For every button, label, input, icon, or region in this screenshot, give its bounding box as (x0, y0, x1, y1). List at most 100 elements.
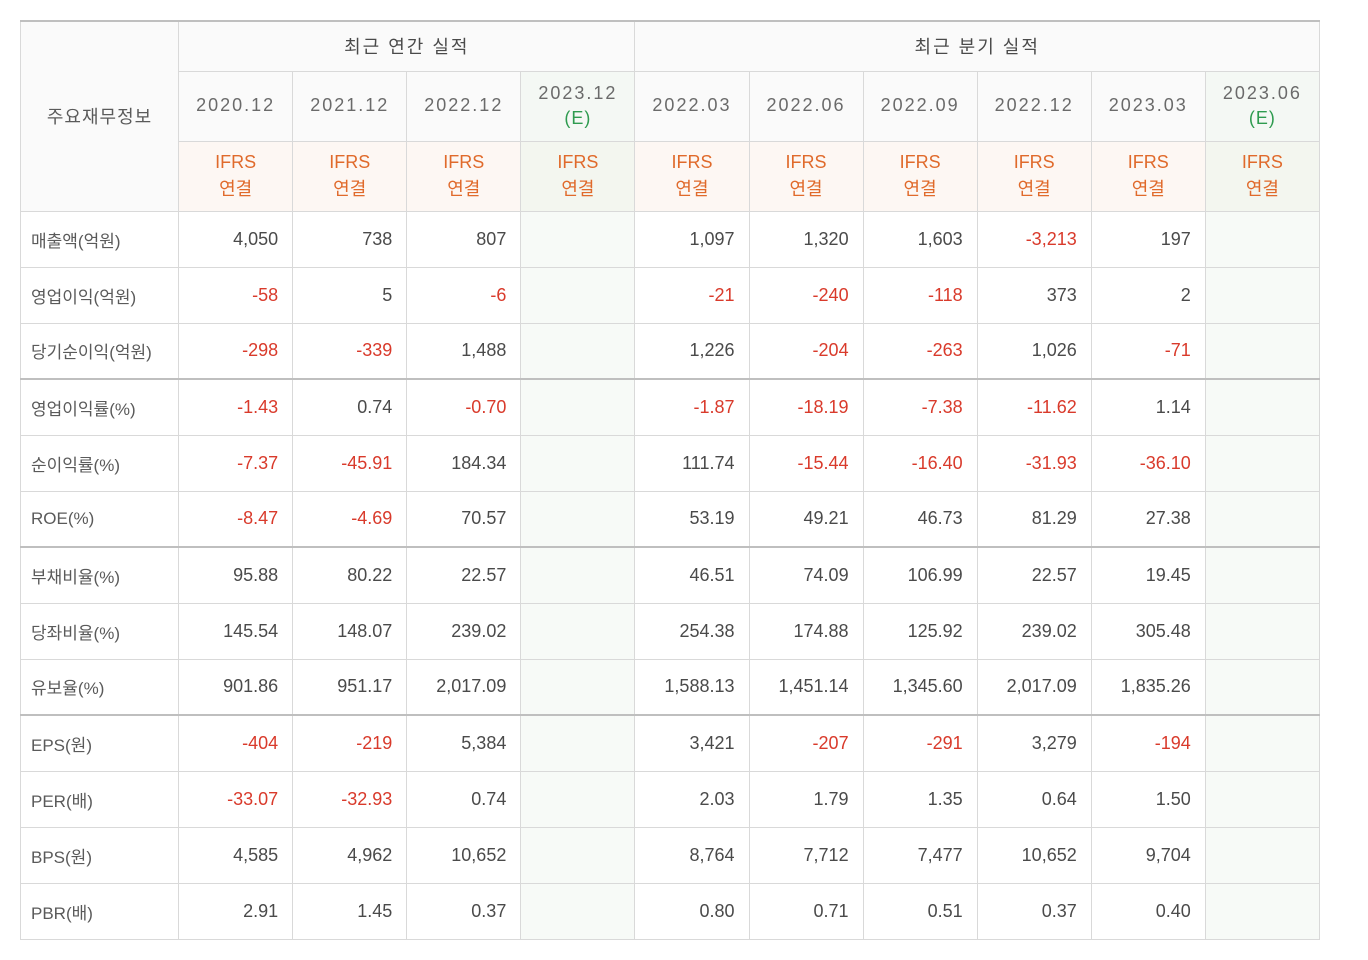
standard-header: IFRS연결 (293, 141, 407, 211)
cell-value: 46.51 (635, 547, 749, 603)
cell-value (1205, 883, 1319, 939)
table-row: 순이익률(%)-7.37-45.91184.34111.74-15.44-16.… (21, 435, 1320, 491)
cell-value: 1,226 (635, 323, 749, 379)
cell-value: 197 (1091, 211, 1205, 267)
standard-header: IFRS연결 (179, 141, 293, 211)
cell-value: -204 (749, 323, 863, 379)
cell-value (521, 715, 635, 771)
cell-value: 4,585 (179, 827, 293, 883)
cell-value: -58 (179, 267, 293, 323)
period-header: 2020.12 (179, 71, 293, 141)
cell-value: 0.51 (863, 883, 977, 939)
cell-value (521, 771, 635, 827)
cell-value: 1,835.26 (1091, 659, 1205, 715)
cell-value: 80.22 (293, 547, 407, 603)
period-header: 2023.03 (1091, 71, 1205, 141)
cell-value (1205, 211, 1319, 267)
cell-value: 4,962 (293, 827, 407, 883)
cell-value: 0.37 (407, 883, 521, 939)
cell-value: 1,488 (407, 323, 521, 379)
cell-value (521, 547, 635, 603)
cell-value: -118 (863, 267, 977, 323)
row-label: 영업이익률(%) (21, 379, 179, 435)
cell-value (1205, 603, 1319, 659)
row-label: EPS(원) (21, 715, 179, 771)
cell-value: 0.40 (1091, 883, 1205, 939)
cell-value: 2.03 (635, 771, 749, 827)
cell-value: 738 (293, 211, 407, 267)
cell-value: -3,213 (977, 211, 1091, 267)
cell-value: 305.48 (1091, 603, 1205, 659)
period-header: 2023.12(E) (521, 71, 635, 141)
standard-header: IFRS연결 (635, 141, 749, 211)
row-label: PBR(배) (21, 883, 179, 939)
cell-value (1205, 435, 1319, 491)
corner-header: 주요재무정보 (21, 21, 179, 211)
cell-value: -31.93 (977, 435, 1091, 491)
standard-header: IFRS연결 (521, 141, 635, 211)
cell-value: 5,384 (407, 715, 521, 771)
cell-value: 239.02 (407, 603, 521, 659)
cell-value: 1,588.13 (635, 659, 749, 715)
cell-value: -7.37 (179, 435, 293, 491)
cell-value: 19.45 (1091, 547, 1205, 603)
cell-value: 0.74 (407, 771, 521, 827)
cell-value: 807 (407, 211, 521, 267)
cell-value (521, 211, 635, 267)
cell-value: 0.37 (977, 883, 1091, 939)
cell-value (1205, 267, 1319, 323)
cell-value (521, 267, 635, 323)
estimate-marker: (E) (522, 106, 633, 131)
cell-value: 1.79 (749, 771, 863, 827)
row-label: 순이익률(%) (21, 435, 179, 491)
cell-value: 0.80 (635, 883, 749, 939)
cell-value: -291 (863, 715, 977, 771)
cell-value: 22.57 (977, 547, 1091, 603)
cell-value: 4,050 (179, 211, 293, 267)
cell-value: -15.44 (749, 435, 863, 491)
cell-value: 81.29 (977, 491, 1091, 547)
cell-value (521, 323, 635, 379)
cell-value: 2,017.09 (407, 659, 521, 715)
table-body: 매출액(억원)4,0507388071,0971,3201,603-3,2131… (21, 211, 1320, 939)
cell-value: 5 (293, 267, 407, 323)
cell-value (521, 827, 635, 883)
cell-value: 3,421 (635, 715, 749, 771)
period-header: 2022.09 (863, 71, 977, 141)
cell-value: 46.73 (863, 491, 977, 547)
cell-value: 1.45 (293, 883, 407, 939)
cell-value: 10,652 (977, 827, 1091, 883)
cell-value: -21 (635, 267, 749, 323)
cell-value: 1,320 (749, 211, 863, 267)
cell-value (521, 435, 635, 491)
cell-value: 148.07 (293, 603, 407, 659)
cell-value: 106.99 (863, 547, 977, 603)
period-header: 2022.06 (749, 71, 863, 141)
cell-value (521, 491, 635, 547)
cell-value: 1,451.14 (749, 659, 863, 715)
cell-value: -16.40 (863, 435, 977, 491)
cell-value: -11.62 (977, 379, 1091, 435)
row-label: 당기순이익(억원) (21, 323, 179, 379)
table-row: EPS(원)-404-2195,3843,421-207-2913,279-19… (21, 715, 1320, 771)
cell-value: 1,026 (977, 323, 1091, 379)
standard-header-row: IFRS연결IFRS연결IFRS연결IFRS연결IFRS연결IFRS연결IFRS… (21, 141, 1320, 211)
group-header: 최근 연간 실적 (179, 21, 635, 71)
cell-value: 74.09 (749, 547, 863, 603)
row-label: 유보율(%) (21, 659, 179, 715)
cell-value: 22.57 (407, 547, 521, 603)
cell-value: 184.34 (407, 435, 521, 491)
cell-value: 10,652 (407, 827, 521, 883)
cell-value: 7,477 (863, 827, 977, 883)
row-label: 당좌비율(%) (21, 603, 179, 659)
cell-value: -45.91 (293, 435, 407, 491)
cell-value: -1.43 (179, 379, 293, 435)
cell-value: -7.38 (863, 379, 977, 435)
cell-value (1205, 827, 1319, 883)
period-header: 2022.12 (977, 71, 1091, 141)
table-row: PBR(배)2.911.450.370.800.710.510.370.40 (21, 883, 1320, 939)
cell-value: 1,603 (863, 211, 977, 267)
table-row: 유보율(%)901.86951.172,017.091,588.131,451.… (21, 659, 1320, 715)
cell-value (521, 659, 635, 715)
cell-value: -6 (407, 267, 521, 323)
